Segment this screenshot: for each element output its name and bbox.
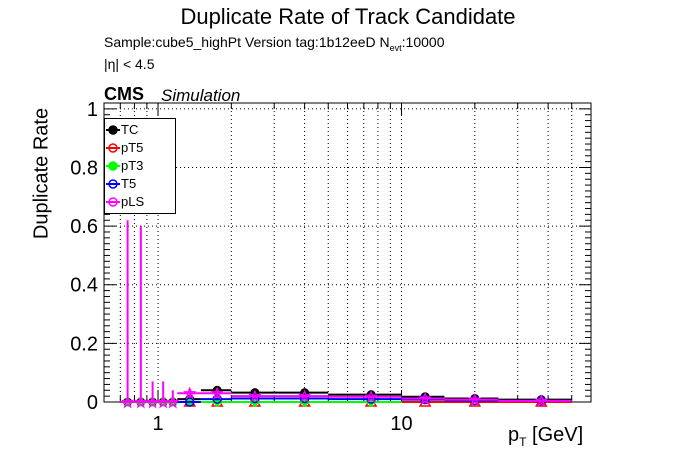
events-subscript: evt [389,42,402,53]
data-point-pLS [297,389,312,403]
legend-label: pT3 [121,158,144,173]
data-point-T5 [185,397,195,407]
cms-label: CMS [104,84,144,104]
y-tick-label: 0.2 [70,333,98,355]
eta-cut: |η| < 4.5 [104,56,155,72]
simulation-label: Simulation [161,86,241,105]
legend-item-pT5: pT5 [105,139,175,157]
data-point-T5 [250,393,260,404]
y-tick-label: 0.8 [70,157,98,179]
legend-item-pT3: pT3 [105,157,175,175]
sample-text: Sample:cube5_highPt Version tag:1b12eeD … [104,34,390,50]
legend-marker-TC [106,125,120,135]
y-tick-label: 0 [87,392,98,414]
legend-label: T5 [121,176,137,191]
legend-item-T5: T5 [105,175,175,193]
data-point-pLS [418,391,432,406]
x-axis-label-unit: [GeV] [526,424,584,446]
data-point-T5 [299,393,310,404]
data-point-pLS [248,389,262,403]
sample-info: Sample:cube5_highPt Version tag:1b12eeD … [104,34,444,53]
data-point-T5 [366,394,376,404]
y-tick-label: 0.6 [70,216,98,238]
x-tick-label: 1 [152,413,163,435]
data-point-pLS [145,395,160,409]
data-point-pLS [120,395,135,409]
legend-item-pLS: pLS [105,193,175,211]
data-point-pLS [134,395,148,409]
legend-marker-T5 [106,179,120,189]
x-axis-label-sub: T [519,435,527,449]
legend-marker-pT5 [106,143,120,153]
data-point-pLS [166,395,180,409]
data-point-pLS [210,386,224,400]
legend-marker-pT3 [106,161,120,171]
chart-title: Duplicate Rate of Track Candidate [180,4,516,29]
legend: TC pT5 pT3 T5 pLS [104,118,176,214]
x-axis-label-main: p [508,424,520,446]
legend-item-TC: TC [105,121,175,139]
y-axis-label: Duplicate Rate [30,107,53,240]
x-axis-label: pT [GeV] [508,424,583,449]
data-point-pLS [468,393,482,407]
legend-label: pT5 [121,140,144,155]
data-point-pLS [183,386,197,400]
y-tick-label: 0.4 [70,275,98,297]
data-point-T5 [420,394,430,405]
x-tick-label: 10 [390,413,412,435]
y-tick-label: 1 [87,99,98,121]
data-point-pLS [364,390,378,404]
events-count: :10000 [401,34,445,50]
legend-label: pLS [121,194,145,209]
legend-label: TC [121,122,139,137]
legend-marker-pLS [106,197,120,207]
data-point-pLS [534,394,548,408]
